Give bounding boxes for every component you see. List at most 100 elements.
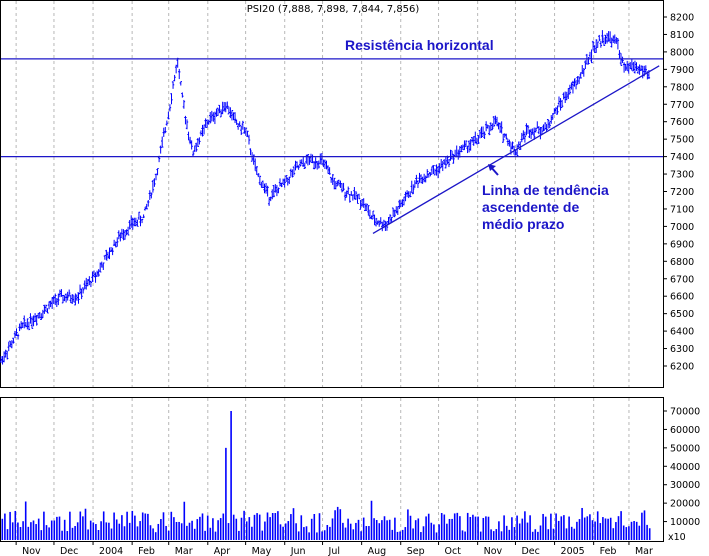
volume-bar — [219, 518, 222, 540]
volume-bar — [331, 518, 334, 540]
volume-bar — [199, 516, 201, 540]
volume-bar — [50, 520, 53, 540]
volume-bar — [329, 526, 331, 540]
volume-bar — [4, 513, 6, 540]
volume-bar — [524, 511, 526, 540]
month-label: 2004 — [99, 546, 123, 556]
volume-bar — [347, 518, 349, 540]
volume-bar — [256, 513, 258, 540]
price-tick-label: 8200 — [670, 13, 694, 24]
volume-bar — [628, 526, 630, 540]
volume-bar — [448, 518, 451, 540]
month-label: Aug — [368, 546, 387, 556]
volume-bar — [30, 522, 32, 540]
volume-multiplier-label: x10 — [668, 532, 686, 543]
volume-bar — [594, 521, 596, 540]
trendline-label-line3: médio prazo — [482, 216, 564, 232]
price-tick-label: 8000 — [670, 47, 694, 58]
volume-bar — [552, 528, 555, 540]
volume-bar — [404, 527, 407, 540]
volume-bar — [438, 524, 440, 540]
volume-bar — [14, 510, 17, 540]
volume-bar — [266, 512, 269, 540]
volume-bar — [308, 532, 310, 540]
volume-bar — [11, 522, 14, 540]
volume-bar — [490, 529, 492, 540]
volume-bar — [157, 523, 160, 540]
volume-bar — [147, 513, 149, 540]
volume-tick-label: 50000 — [670, 443, 700, 454]
volume-bar — [368, 526, 370, 540]
price-tick-label: 6900 — [670, 239, 694, 250]
volume-bar — [310, 518, 313, 540]
volume-bar — [71, 527, 74, 540]
volume-bar — [45, 525, 48, 540]
volume-bar — [282, 526, 284, 540]
volume-bar — [589, 514, 591, 540]
volume-bar — [35, 524, 37, 540]
volume-bar — [550, 513, 552, 540]
volume-bar — [609, 517, 612, 540]
volume-bar — [17, 522, 19, 540]
volume-bar — [373, 518, 375, 540]
volume-bar — [212, 518, 214, 540]
price-tick-label: 7600 — [670, 117, 694, 128]
volume-bar — [565, 528, 568, 540]
volume-bar — [167, 530, 170, 540]
volume-bar — [173, 517, 175, 540]
volume-bar — [388, 519, 391, 540]
volume-bar — [105, 522, 108, 540]
volume-bar — [531, 531, 534, 540]
volume-bar — [342, 522, 344, 540]
price-tick-label: 6500 — [670, 309, 694, 320]
volume-bar — [32, 520, 35, 540]
price-tick-label: 7400 — [670, 152, 694, 163]
volume-bar — [472, 514, 474, 540]
volume-bar — [326, 525, 329, 540]
volume-bar — [542, 513, 544, 540]
volume-bar — [115, 519, 118, 540]
volume-bar — [555, 513, 557, 540]
volume-bar — [394, 517, 396, 540]
volume-bar — [277, 511, 279, 540]
volume-bar — [492, 531, 495, 540]
volume-plot-frame — [0, 397, 664, 542]
price-plot-frame — [0, 0, 664, 388]
month-label: Dec — [521, 546, 539, 556]
volume-bar — [401, 529, 404, 540]
price-tick-label: 7000 — [670, 222, 694, 233]
volume-bar — [193, 528, 196, 540]
volume-bar — [118, 523, 121, 540]
volume-bar — [214, 531, 217, 540]
volume-bar — [108, 522, 110, 540]
volume-bar — [607, 518, 609, 540]
volume-bar — [469, 516, 472, 540]
volume-bar — [422, 526, 425, 540]
volume-bar — [69, 511, 71, 540]
volume-bar — [217, 520, 219, 540]
volume-bar — [196, 519, 199, 540]
volume-bar — [516, 515, 518, 540]
volume-bar — [360, 531, 362, 540]
volume-bar — [204, 530, 206, 540]
volume-bar — [136, 526, 139, 540]
volume-bar — [238, 530, 240, 540]
volume-bar — [446, 523, 448, 540]
volume-bar — [313, 514, 316, 540]
volume-bar — [381, 520, 383, 540]
volume-bar — [641, 512, 643, 540]
volume-bar — [518, 523, 521, 540]
volume-bar — [19, 527, 22, 540]
volume-bar — [121, 515, 123, 540]
volume-bar — [305, 526, 308, 540]
volume-bar — [144, 513, 147, 540]
volume-bar — [427, 513, 430, 540]
volume-bar — [63, 519, 66, 540]
volume-bar — [154, 532, 157, 540]
month-label: Feb — [600, 546, 617, 556]
volume-bar — [430, 522, 433, 540]
volume-bar — [84, 508, 87, 540]
month-label: Apr — [214, 546, 231, 556]
volume-bar — [617, 516, 620, 540]
month-label: 2005 — [561, 546, 585, 556]
